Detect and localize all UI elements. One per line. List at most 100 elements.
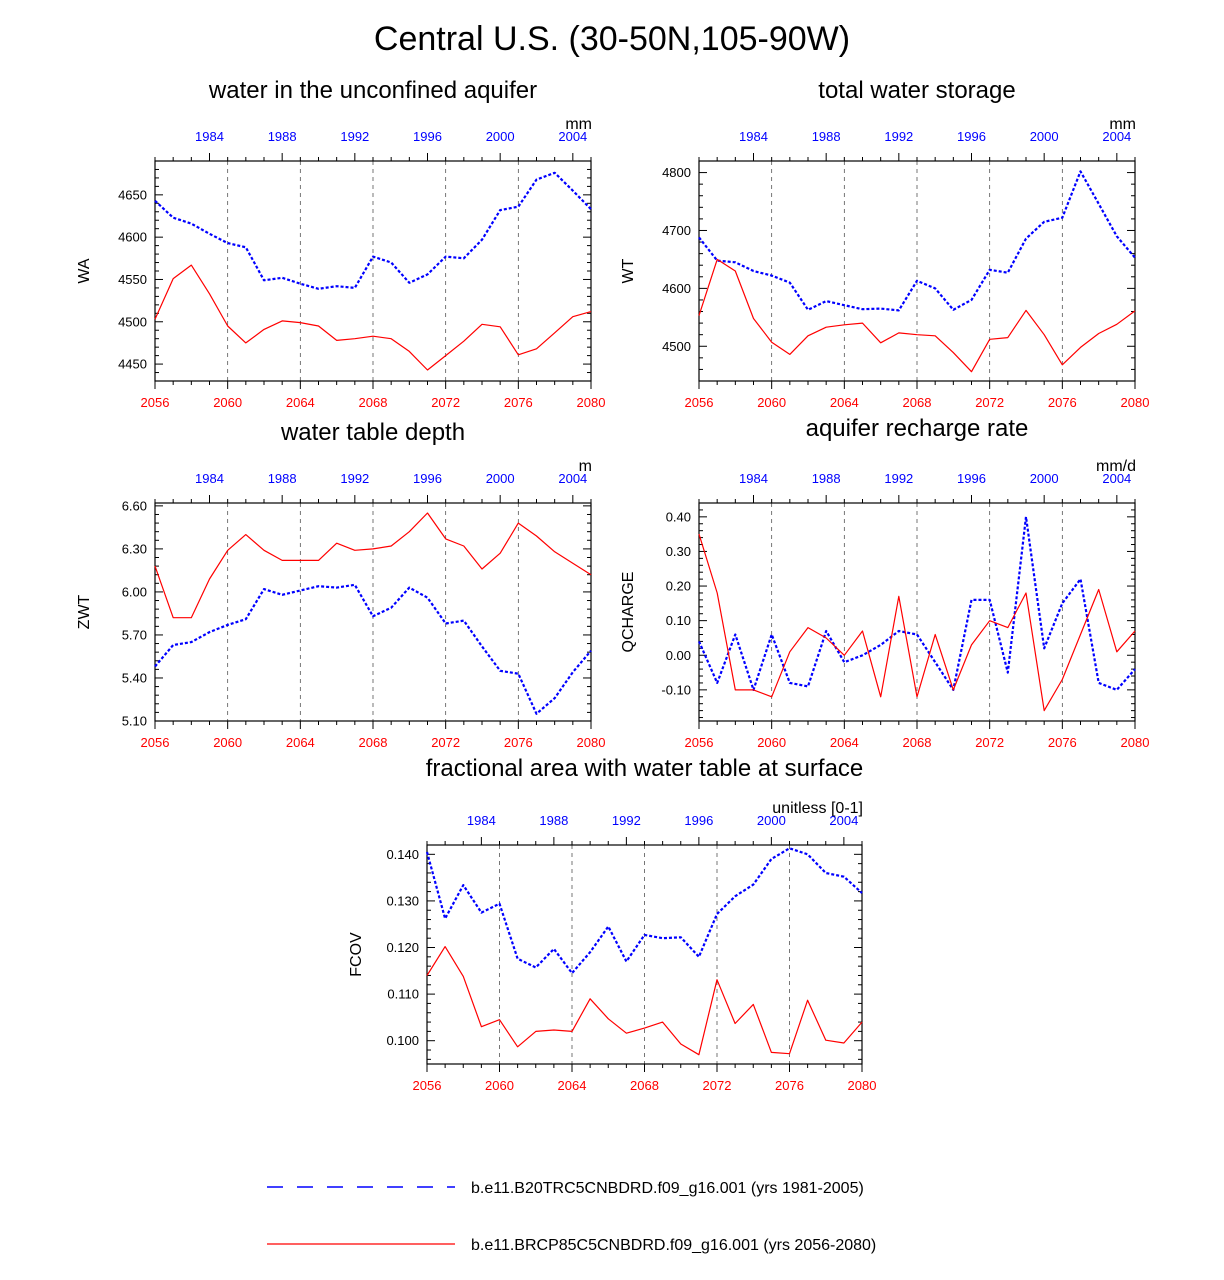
x-bottom-tick-label: 2068	[630, 1078, 659, 1093]
x-top-tick-label: 2000	[757, 813, 786, 828]
y-tick-label: 0.30	[666, 544, 691, 559]
x-top-tick-label: 1992	[612, 813, 641, 828]
legend: b.e11.B20TRC5CNBDRD.f09_g16.001 (yrs 198…	[267, 1180, 876, 1254]
x-bottom-tick-label: 2068	[359, 735, 388, 750]
y-tick-label: 4550	[118, 272, 147, 287]
y-tick-label: 5.10	[122, 714, 147, 729]
x-bottom-tick-label: 2060	[213, 395, 242, 410]
y-tick-label: 6.00	[122, 584, 147, 599]
x-top-tick-label: 1996	[413, 471, 442, 486]
legend-label-future: b.e11.BRCP85C5CNBDRD.f09_g16.001 (yrs 20…	[471, 1237, 876, 1254]
x-bottom-tick-label: 2060	[485, 1078, 514, 1093]
y-tick-label: 4500	[662, 339, 691, 354]
x-bottom-tick-label: 2076	[504, 395, 533, 410]
x-bottom-tick-label: 2064	[830, 395, 859, 410]
x-bottom-tick-label: 2064	[286, 395, 315, 410]
series-line-historical	[698, 170, 1136, 312]
series-line-historical	[154, 583, 592, 715]
x-top-tick-label: 1984	[195, 471, 224, 486]
x-bottom-tick-label: 2056	[413, 1078, 442, 1093]
y-tick-label: 4450	[118, 357, 147, 372]
panel-title: aquifer recharge rate	[806, 415, 1029, 442]
panel-title: fractional area with water table at surf…	[426, 755, 864, 782]
units-label: m	[579, 458, 592, 475]
units-label: mm	[565, 116, 592, 133]
panel-water-table-depth: water table depth m ZWT 2056 2060 2064 2068 207…	[76, 419, 605, 750]
y-tick-label: 0.20	[666, 579, 691, 594]
y-axis-label: QCHARGE	[620, 572, 637, 653]
y-tick-label: 0.120	[386, 940, 419, 955]
y-tick-label: 4800	[662, 165, 691, 180]
x-bottom-tick-label: 2076	[1048, 735, 1077, 750]
series-line-future	[154, 264, 592, 371]
x-bottom-tick-label: 2060	[757, 735, 786, 750]
x-bottom-tick-label: 2056	[685, 735, 714, 750]
x-bottom-tick-label: 2072	[975, 395, 1004, 410]
x-bottom-tick-label: 2080	[848, 1078, 877, 1093]
x-bottom-tick-label: 2060	[213, 735, 242, 750]
x-bottom-tick-label: 2080	[1121, 735, 1150, 750]
x-top-tick-label: 1996	[957, 471, 986, 486]
x-bottom-tick-label: 2076	[775, 1078, 804, 1093]
y-tick-label: 4600	[118, 230, 147, 245]
x-top-tick-label: 1988	[539, 813, 568, 828]
x-top-tick-label: 1988	[812, 129, 841, 144]
x-top-tick-label: 1988	[268, 471, 297, 486]
x-top-tick-label: 1984	[195, 129, 224, 144]
series-line-future	[154, 512, 592, 619]
panel-fractional-area-water-table-surface: fractional area with water table at surf…	[348, 755, 876, 1093]
x-top-tick-label: 1992	[884, 471, 913, 486]
units-label: unitless [0-1]	[772, 800, 863, 817]
series-line-historical	[154, 171, 592, 290]
x-top-tick-label: 1992	[340, 471, 369, 486]
x-top-tick-label: 1984	[467, 813, 496, 828]
x-bottom-tick-label: 2072	[703, 1078, 732, 1093]
y-tick-label: 0.140	[386, 847, 419, 862]
y-tick-label: 4700	[662, 223, 691, 238]
x-bottom-tick-label: 2068	[903, 395, 932, 410]
series-line-historical	[425, 847, 863, 975]
y-tick-label: 6.30	[122, 541, 147, 556]
x-bottom-tick-label: 2080	[577, 395, 606, 410]
y-tick-label: 0.00	[666, 648, 691, 663]
y-tick-label: 5.40	[122, 670, 147, 685]
panel-water-in-unconfined-aquifer: water in the unconfined aquifer mm WA 2056 2…	[76, 77, 605, 410]
x-bottom-tick-label: 2072	[431, 395, 460, 410]
y-axis-label: WT	[620, 258, 637, 283]
x-top-tick-label: 1988	[812, 471, 841, 486]
x-top-tick-label: 1996	[413, 129, 442, 144]
x-top-tick-label: 2004	[829, 813, 858, 828]
x-bottom-tick-label: 2064	[286, 735, 315, 750]
series-line-future	[698, 533, 1136, 712]
y-tick-label: 0.100	[386, 1033, 419, 1048]
panel-total-water-storage: total water storage mm WT 2056 2060 2064 2068 2…	[620, 77, 1149, 410]
x-bottom-tick-label: 2080	[577, 735, 606, 750]
y-tick-label: 0.10	[666, 613, 691, 628]
x-top-tick-label: 1992	[340, 129, 369, 144]
y-tick-label: 6.60	[122, 498, 147, 513]
main-title: Central U.S. (30-50N,105-90W)	[373, 20, 851, 58]
series-line-future	[426, 945, 863, 1056]
x-bottom-tick-label: 2072	[975, 735, 1004, 750]
x-top-tick-label: 2000	[1030, 129, 1059, 144]
y-tick-label: 0.110	[387, 987, 419, 1002]
series-line-future	[698, 258, 1136, 373]
panel-title: water table depth	[280, 419, 465, 446]
x-bottom-tick-label: 2068	[903, 735, 932, 750]
x-bottom-tick-label: 2060	[757, 395, 786, 410]
x-top-tick-label: 1988	[268, 129, 297, 144]
x-top-tick-label: 1996	[684, 813, 713, 828]
x-top-tick-label: 2000	[486, 129, 515, 144]
x-top-tick-label: 1996	[957, 129, 986, 144]
x-bottom-tick-label: 2068	[359, 395, 388, 410]
y-axis-label: WA	[76, 258, 93, 284]
y-tick-label: 4600	[662, 281, 691, 296]
x-bottom-tick-label: 2076	[504, 735, 533, 750]
x-top-tick-label: 1992	[884, 129, 913, 144]
y-tick-label: -0.10	[661, 682, 691, 697]
y-tick-label: 0.40	[666, 509, 691, 524]
x-bottom-tick-label: 2064	[830, 735, 859, 750]
units-label: mm/d	[1096, 458, 1136, 475]
legend-label-historical: b.e11.B20TRC5CNBDRD.f09_g16.001 (yrs 198…	[471, 1180, 864, 1197]
x-top-tick-label: 2000	[1030, 471, 1059, 486]
